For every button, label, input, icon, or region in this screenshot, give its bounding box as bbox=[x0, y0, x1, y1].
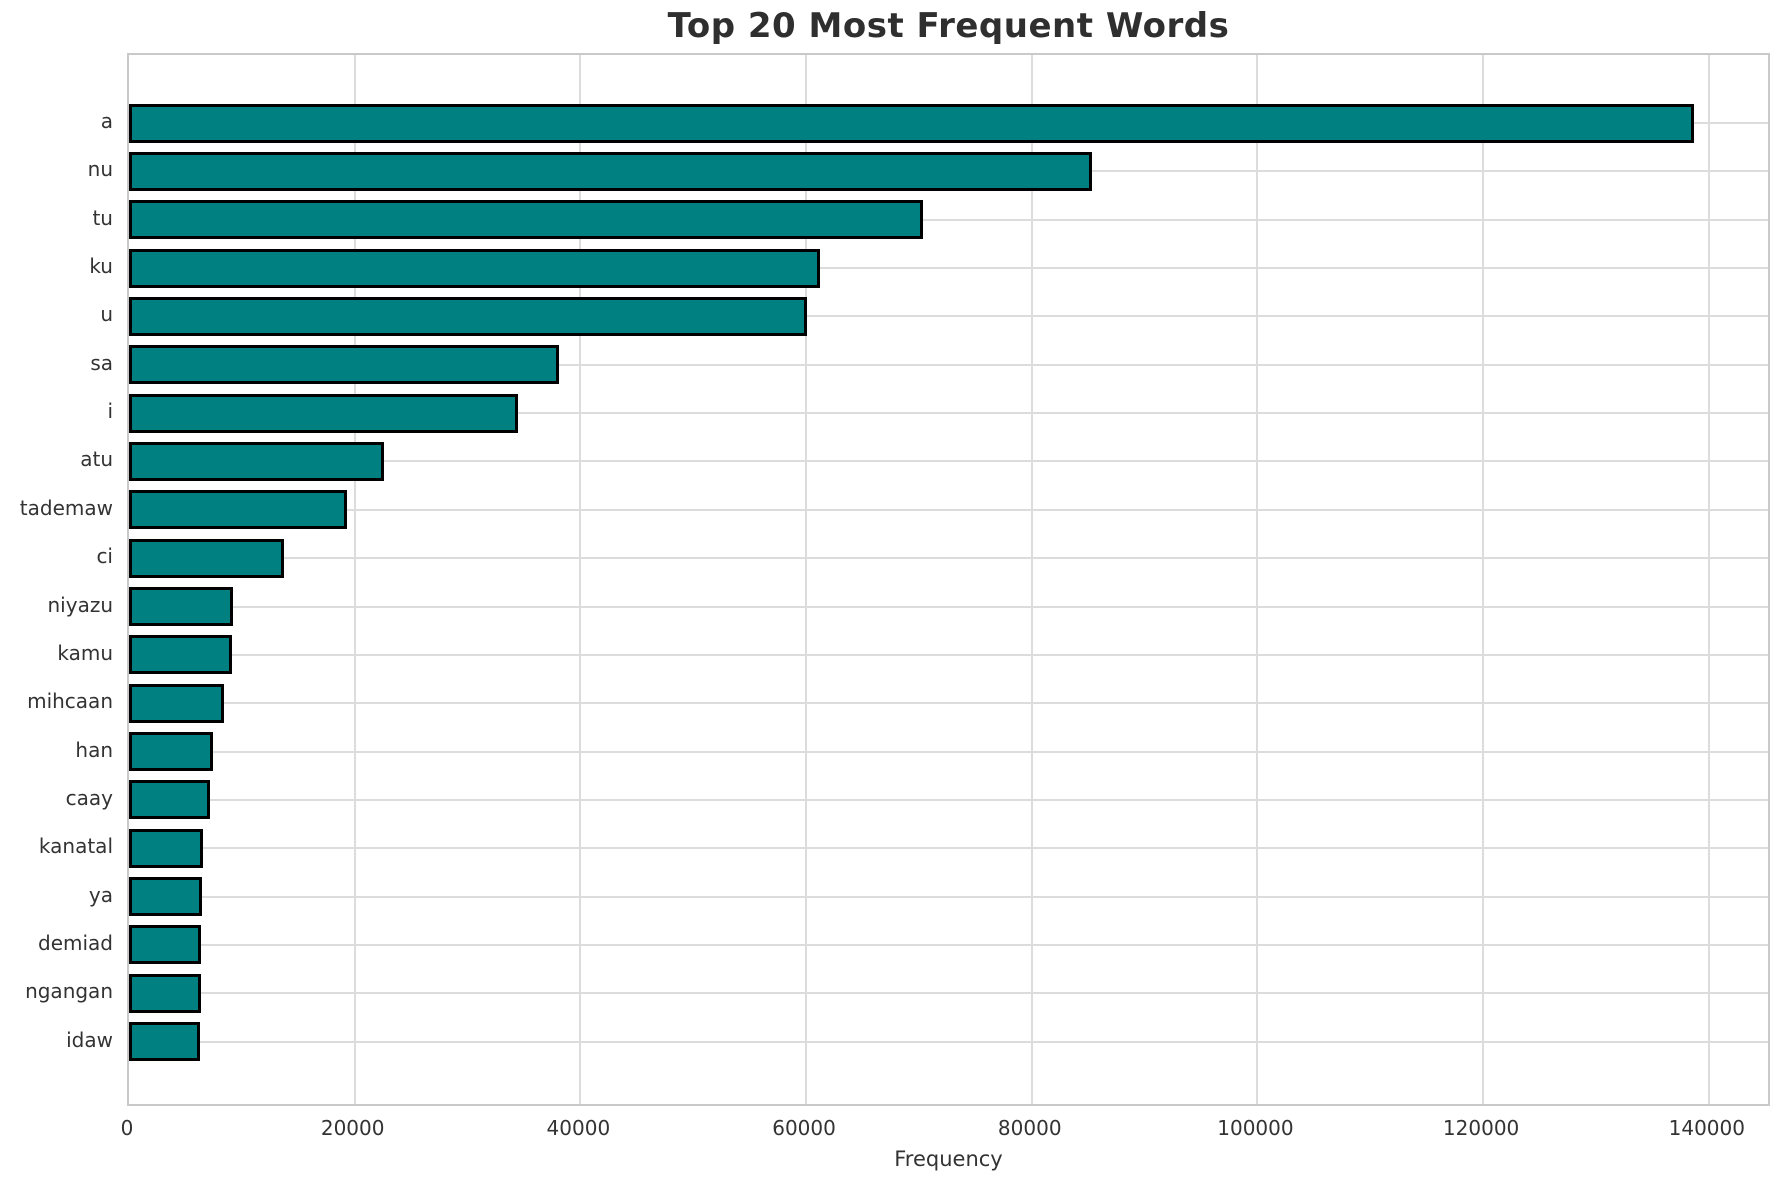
bar-tu bbox=[129, 200, 923, 240]
y-tick-label-niyazu: niyazu bbox=[47, 592, 114, 617]
x-tick-label-60000: 60000 bbox=[772, 1116, 836, 1140]
gridline-y-demiad bbox=[129, 943, 1768, 946]
y-tick-label-i: i bbox=[107, 399, 113, 424]
bar-kanatal bbox=[129, 828, 203, 868]
gridline-y-han bbox=[129, 750, 1768, 753]
gridline-y-ku bbox=[129, 267, 1768, 270]
bar-nu bbox=[129, 151, 1092, 191]
bar-atu bbox=[129, 441, 384, 481]
bar-ngangan bbox=[129, 973, 201, 1013]
y-tick-label-ya: ya bbox=[88, 882, 113, 907]
gridline-y-idaw bbox=[129, 1040, 1768, 1043]
bar-mihcaan bbox=[129, 683, 224, 723]
y-tick-label-han: han bbox=[75, 737, 113, 762]
x-tick-label-120000: 120000 bbox=[1442, 1116, 1520, 1140]
y-tick-label-sa: sa bbox=[90, 350, 113, 375]
gridline-y-ngangan bbox=[129, 992, 1768, 995]
gridline-y-mihcaan bbox=[129, 702, 1768, 705]
bar-a bbox=[129, 103, 1694, 143]
bar-idaw bbox=[129, 1022, 200, 1062]
bar-i bbox=[129, 393, 518, 433]
bar-ci bbox=[129, 538, 284, 578]
x-axis-label: Frequency bbox=[894, 1147, 1003, 1171]
bar-kamu bbox=[129, 635, 232, 675]
y-tick-label-tu: tu bbox=[92, 205, 113, 230]
gridline-y-sa bbox=[129, 363, 1768, 366]
gridline-y-kanatal bbox=[129, 847, 1768, 850]
bar-ku bbox=[129, 248, 820, 288]
gridline-y-tu bbox=[129, 218, 1768, 221]
y-tick-label-u: u bbox=[100, 302, 113, 327]
x-tick-label-20000: 20000 bbox=[320, 1116, 385, 1140]
bar-u bbox=[129, 296, 807, 336]
y-tick-label-ngangan: ngangan bbox=[25, 979, 113, 1004]
x-tick-label-140000: 140000 bbox=[1668, 1116, 1745, 1140]
y-tick-label-demiad: demiad bbox=[38, 930, 113, 955]
y-tick-label-caay: caay bbox=[65, 785, 113, 810]
x-tick-label-80000: 80000 bbox=[997, 1116, 1062, 1140]
gridline-y-atu bbox=[129, 460, 1768, 463]
gridline-x-100000 bbox=[1256, 55, 1259, 1104]
bar-ya bbox=[129, 877, 202, 917]
y-tick-label-a: a bbox=[100, 109, 113, 133]
y-tick-label-atu: atu bbox=[80, 447, 113, 472]
bar-niyazu bbox=[129, 587, 233, 626]
y-tick-label-ci: ci bbox=[96, 544, 113, 569]
plot-area bbox=[127, 53, 1770, 1106]
y-tick-label-tademaw: tademaw bbox=[19, 495, 113, 520]
bar-tademaw bbox=[129, 490, 347, 530]
x-tick-label-100000: 100000 bbox=[1217, 1116, 1294, 1140]
gridline-x-20000 bbox=[353, 55, 356, 1104]
gridline-y-kamu bbox=[129, 653, 1768, 656]
bar-han bbox=[129, 732, 213, 772]
gridline-x-140000 bbox=[1707, 55, 1710, 1104]
bar-caay bbox=[129, 780, 210, 820]
gridline-x-80000 bbox=[1030, 55, 1033, 1104]
gridline-x-60000 bbox=[805, 55, 808, 1104]
gridline-x-120000 bbox=[1482, 55, 1485, 1104]
x-tick-label-40000: 40000 bbox=[546, 1116, 611, 1140]
y-tick-label-ku: ku bbox=[89, 254, 113, 279]
y-tick-label-kanatal: kanatal bbox=[38, 834, 113, 859]
x-tick-label-0: 0 bbox=[120, 1116, 134, 1140]
gridline-y-caay bbox=[129, 798, 1768, 801]
gridline-y-ci bbox=[129, 557, 1768, 560]
bar-demiad bbox=[129, 925, 201, 965]
gridline-y-tademaw bbox=[129, 508, 1768, 511]
gridline-y-i bbox=[129, 412, 1768, 415]
y-tick-label-mihcaan: mihcaan bbox=[27, 689, 113, 714]
gridline-x-40000 bbox=[579, 55, 582, 1104]
y-tick-label-kamu: kamu bbox=[57, 640, 113, 665]
chart-title: Top 20 Most Frequent Words bbox=[667, 6, 1230, 46]
bar-sa bbox=[129, 345, 559, 385]
y-tick-label-nu: nu bbox=[87, 157, 113, 182]
gridline-y-ya bbox=[129, 895, 1768, 898]
gridline-y-u bbox=[129, 315, 1768, 318]
y-tick-label-idaw: idaw bbox=[66, 1027, 113, 1052]
gridline-y-niyazu bbox=[129, 605, 1768, 608]
